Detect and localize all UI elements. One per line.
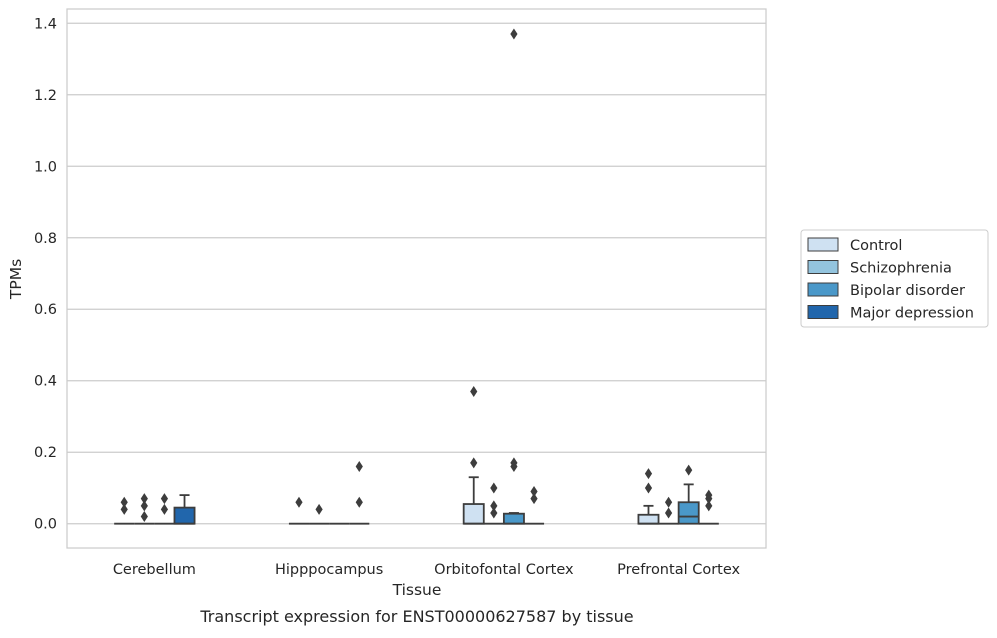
outlier-point [705,489,713,501]
y-tick-labels: 0.0 0.2 0.4 0.6 0.8 1.0 1.2 1.4 [34,16,57,532]
outlier-point [685,464,693,476]
legend-label: Control [850,238,902,254]
legend: Control Schizophrenia Bipolar disorder Majo… [800,229,989,328]
legend-swatch [807,237,839,252]
outlier-point [120,496,128,508]
box-body [173,506,196,525]
legend-item: Bipolar disorder [807,282,965,299]
legend-swatch [807,305,839,319]
box-body [637,513,660,525]
legend-label: Major depression [850,306,974,322]
legend-swatch [807,260,839,274]
outlier-point [355,461,363,473]
box [134,493,155,525]
series-group [114,385,660,525]
outlier-point [295,496,303,508]
box [658,496,679,525]
box-body [502,512,525,525]
box-body [462,503,485,525]
legend-swatch [807,282,839,297]
outlier-point [470,457,478,469]
box [349,461,370,525]
legend-item: Control [807,237,902,254]
box [677,464,700,525]
outlier-point [160,493,169,505]
outlier-point [644,468,653,480]
series-group [173,461,719,525]
series-group [154,28,700,525]
plot-background [67,9,766,548]
box [637,468,660,525]
outlier-point [120,503,128,515]
outlier-point [470,385,478,397]
outlier-point [664,507,673,519]
box [114,496,135,525]
x-tick-label: Hipppocampus [275,562,383,578]
box [462,385,485,525]
box [698,489,719,525]
y-tick-label: 1.0 [34,159,57,175]
outlier-point [160,503,169,515]
legend-item: Major depression [807,305,974,322]
outlier-point [510,28,518,40]
outlier-point [644,482,653,494]
outlier-point [140,493,148,505]
outlier-point [140,500,148,512]
box-groups [114,28,719,525]
x-tick-label: Orbitofontal Cortex [434,562,574,578]
box [154,493,175,525]
y-axis-title: TPMs [7,259,25,300]
legend-item: Schizophrenia [807,260,952,277]
y-tick-label: 0.0 [34,517,57,533]
box-body [677,501,700,525]
legend-label: Bipolar disorder [850,283,965,299]
y-tick-label: 0.8 [34,231,57,247]
x-axis-title: Tissue [392,581,442,599]
box [173,494,196,525]
x-tick-labels: Cerebellum Hipppocampus Orbitofontal Corte… [113,562,741,578]
outlier-point [315,503,323,515]
box [309,503,330,525]
box [483,482,504,525]
legend-label: Schizophrenia [850,261,952,277]
legend-frame [800,229,989,328]
outlier-point [530,493,538,505]
y-tick-label: 0.6 [34,302,57,318]
box [502,28,525,525]
plot-frame [66,8,767,549]
grid-lines [67,22,766,525]
outlier-point [490,507,498,519]
outlier-point [510,457,518,469]
y-tick-label: 1.4 [34,16,57,32]
y-tick-label: 1.2 [34,88,57,104]
y-tick-label: 0.2 [34,445,57,461]
outlier-point [140,511,148,523]
outlier-point [664,496,673,508]
outlier-point [355,496,363,508]
outlier-point [490,482,498,494]
outlier-point [530,486,538,498]
series-group [134,482,679,525]
box [523,486,545,525]
x-tick-label: Cerebellum [113,562,196,578]
outlier-point [705,500,713,512]
y-tick-label: 0.4 [34,374,57,390]
chart-caption: Transcript expression for ENST0000062758… [199,607,633,626]
outlier-point [490,500,498,512]
box [288,496,310,525]
x-tick-label: Prefrontal Cortex [617,562,740,578]
